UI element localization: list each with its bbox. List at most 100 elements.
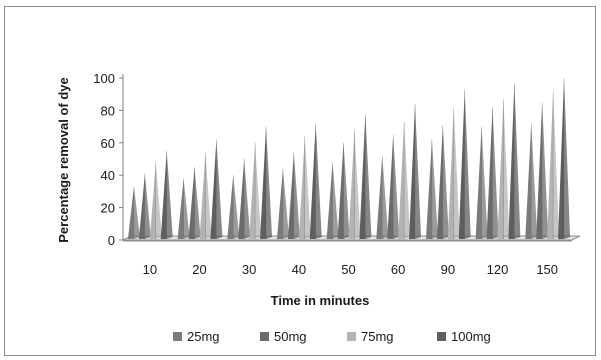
bar-face-left [376,155,383,239]
bar-face-left [199,152,206,239]
legend-swatch [173,332,182,341]
bar [309,123,322,239]
bar [188,167,201,239]
bar-face-left [260,126,267,239]
bar-face-right [183,178,190,239]
bar [436,124,449,239]
bar [138,173,151,239]
bar-face-right [503,99,510,239]
bar [398,121,411,239]
bar [558,78,571,239]
bar [359,113,372,239]
bar-face-left [359,113,366,239]
bar-face-left [298,136,305,239]
bar [227,175,240,239]
legend-label: 75mg [361,329,394,344]
y-axis-title: Percentage removal of dye [56,77,71,242]
bar-face-right [166,150,173,239]
y-tick-label: 40 [101,168,115,183]
bar-face-right [531,123,538,239]
bar-face-left [149,162,156,239]
bar-face-right [481,126,488,239]
bar-face-left [436,124,443,239]
y-tick-label: 80 [101,103,115,118]
bar-face-left [138,173,145,239]
bar-face-left [398,121,405,239]
bar-face-right [155,162,162,239]
legend: 25mg 50mg 75mg 100mg [173,329,491,344]
bar-face-right [244,159,251,239]
bar-face-right [415,103,422,239]
chart-frame [4,6,596,356]
bar-face-left [326,162,333,239]
bar-face-left [177,178,184,239]
bar-face-left [508,82,515,239]
bar [298,136,311,239]
chart-bars [127,78,571,240]
bar [199,152,212,239]
bar-face-right [404,121,411,239]
bar [160,150,173,239]
bar-face-left [525,123,532,239]
bar [177,178,190,239]
bar-face-left [309,123,316,239]
bar-face-left [210,139,217,239]
bar [287,152,300,239]
bar-face-right [133,186,140,239]
bar [210,139,223,239]
bar [458,89,471,239]
bar [497,99,510,239]
bar-face-left [475,126,482,239]
bar-face-left [160,150,167,239]
bar-face-right [255,142,262,239]
bar-face-left [276,168,283,239]
legend-item: 25mg [173,329,220,344]
bar [508,82,521,239]
bar-face-left [188,167,195,239]
legend-item: 50mg [260,329,307,344]
bar-face-right [233,175,240,239]
chart-labels: 0 20 40 60 80 100 10 20 30 40 50 60 90 120 150 [93,71,558,277]
legend-swatch [260,332,269,341]
bar [276,168,289,239]
bar [376,155,389,239]
bar-face-right [542,102,549,239]
bar-face-left [348,129,355,239]
bar-face-right [304,136,311,239]
bar-face-left [425,139,432,239]
legend-swatch [347,332,356,341]
bar-face-right [266,126,273,239]
bar-face-right [216,139,223,239]
bar-face-left [409,103,416,239]
bar-face-right [354,129,361,239]
bar [425,139,438,239]
bar-face-right [205,152,212,239]
y-tick-label: 60 [101,136,115,151]
bar-face-right [492,107,499,239]
bar-face-right [144,173,151,239]
y-tick-label: 0 [108,233,115,248]
bar-face-right [365,113,372,239]
bar-face-right [442,124,449,239]
legend-label: 100mg [451,329,491,344]
y-tick-label: 100 [93,71,115,86]
bar-face-left [337,142,344,239]
bar [447,107,460,239]
bar-face-right [382,155,389,239]
legend-item: 75mg [347,329,394,344]
bar-face-right [453,107,460,239]
x-tick-label: 60 [391,262,405,277]
x-tick-label: 30 [242,262,256,277]
bar-face-right [293,152,300,239]
x-tick-label: 150 [536,262,558,277]
bar-face-left [387,134,394,239]
bar-face-right [332,162,339,239]
bar-face-right [282,168,289,239]
bar [238,159,251,239]
bar [326,162,339,239]
bar-face-right [393,134,400,239]
bar-face-left [536,102,543,239]
bar-face-right [431,139,438,239]
bar-face-right [464,89,471,239]
